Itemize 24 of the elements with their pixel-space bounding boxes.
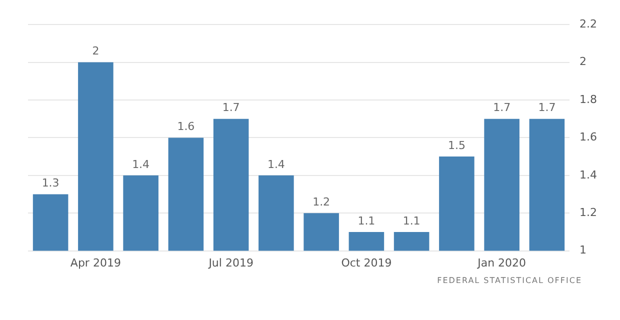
data-label: 1.5 — [448, 138, 466, 152]
y-tick-label: 1 — [580, 244, 587, 257]
y-tick-label: 1.2 — [580, 206, 598, 219]
x-tick-label: Jul 2019 — [208, 256, 254, 270]
data-label: 1.7 — [222, 101, 240, 114]
data-label: 1.7 — [493, 101, 511, 114]
x-tick-label: Apr 2019 — [70, 256, 121, 270]
x-tick-label: Oct 2019 — [341, 256, 392, 270]
data-label: 1.7 — [538, 101, 556, 114]
data-label: 2 — [92, 44, 100, 58]
data-label: 1.1 — [358, 214, 376, 228]
data-label: 1.1 — [402, 214, 420, 228]
y-tick-label: 1.6 — [580, 130, 598, 144]
data-label: 1.4 — [132, 158, 150, 171]
data-label: 1.2 — [312, 195, 330, 208]
y-tick-label: 1.8 — [580, 92, 598, 106]
data-label: 1.4 — [267, 158, 285, 171]
y-tick-label: 1.4 — [580, 168, 598, 182]
y-tick-label: 2 — [580, 55, 587, 68]
x-tick-label: Jan 2020 — [476, 256, 526, 270]
text: FEDERAL STATISTICAL OFFICE — [436, 276, 583, 285]
data-label: 1.3 — [42, 176, 60, 190]
y-tick-label: 2.2 — [580, 17, 598, 30]
data-label: 1.6 — [177, 120, 195, 134]
